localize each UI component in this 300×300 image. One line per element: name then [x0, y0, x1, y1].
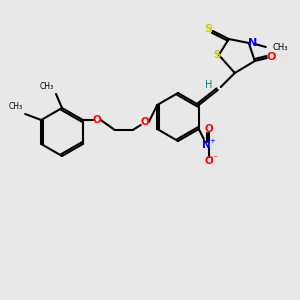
Text: H: H: [205, 80, 212, 90]
Text: N: N: [202, 140, 211, 150]
Text: N: N: [248, 38, 257, 48]
Text: ⁻: ⁻: [212, 154, 217, 164]
Text: O: O: [92, 115, 101, 125]
Text: O: O: [140, 117, 149, 127]
Text: +: +: [209, 138, 215, 144]
Text: O: O: [266, 52, 275, 62]
Text: O: O: [204, 156, 213, 166]
Text: CH₃: CH₃: [9, 102, 23, 111]
Text: CH₃: CH₃: [40, 82, 54, 91]
Text: S: S: [213, 50, 220, 60]
Text: O: O: [204, 124, 213, 134]
Text: CH₃: CH₃: [273, 43, 288, 52]
Text: S: S: [204, 24, 212, 34]
